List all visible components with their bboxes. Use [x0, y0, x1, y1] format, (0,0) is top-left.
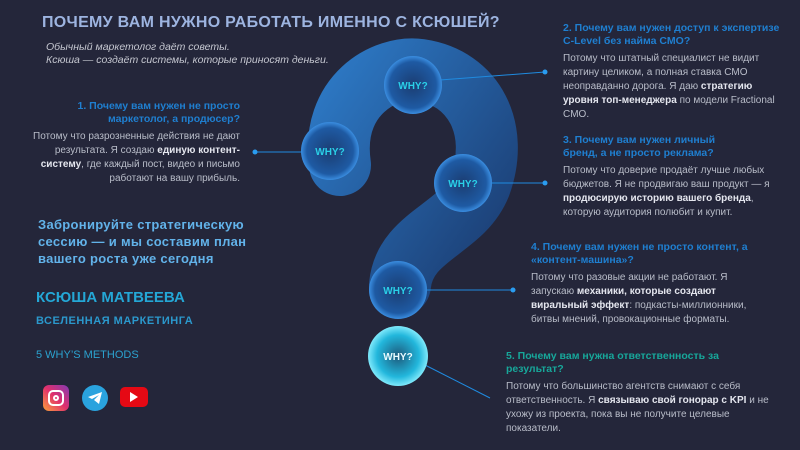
svg-text:WHY?: WHY? [398, 81, 427, 92]
page-title: ПОЧЕМУ ВАМ НУЖНО РАБОТАТЬ ИМЕННО С КСЮШЕ… [42, 14, 500, 31]
why-bubble-2[interactable]: WHY? [384, 56, 442, 114]
author-brand: ВСЕЛЕННАЯ МАРКЕТИНГА [36, 315, 194, 327]
reason-5: 5. Почему вам нужна ответственность за р… [506, 350, 781, 436]
svg-text:WHY?: WHY? [315, 147, 344, 158]
reason-question: 2. Почему вам нужен доступ к экспертизе … [563, 22, 780, 47]
subtitle: Обычный маркетолог даёт советы. Ксюша — с… [46, 41, 329, 67]
telegram-icon[interactable] [82, 385, 108, 411]
instagram-icon[interactable] [43, 385, 69, 411]
svg-text:WHY?: WHY? [448, 179, 477, 190]
why-bubble-4[interactable]: WHY? [369, 261, 427, 319]
reason-2: 2. Почему вам нужен доступ к экспертизе … [563, 22, 783, 122]
author-name: КСЮША МАТВЕЕВА [36, 289, 185, 306]
reason-question: 5. Почему вам нужна ответственность за р… [506, 350, 719, 375]
reason-3: 3. Почему вам нужен личный бренд, а не п… [563, 134, 775, 220]
methods-label: 5 WHY’S METHODS [36, 349, 139, 361]
reason-1: 1. Почему вам нужен не просто маркетолог… [28, 100, 240, 186]
why-bubble-3[interactable]: WHY? [434, 154, 492, 212]
svg-text:WHY?: WHY? [383, 352, 412, 363]
cta-text: Забронируйте стратегическую сессию — и м… [38, 217, 247, 266]
reason-answer: Потому что доверие продаёт лучше любых б… [563, 165, 770, 218]
reason-question: 4. Почему вам нужен не просто контент, а… [531, 241, 748, 266]
youtube-icon[interactable] [120, 387, 148, 407]
why-bubble-1[interactable]: WHY? [301, 122, 359, 180]
reason-answer: Потому что разовые акции не работают. Я … [531, 272, 747, 325]
svg-text:WHY?: WHY? [383, 286, 412, 297]
why-bubble-5[interactable]: WHY? [368, 326, 428, 386]
reason-answer: Потому что разрозненные действия не дают… [33, 131, 240, 184]
reason-question: 1. Почему вам нужен не просто маркетолог… [77, 100, 241, 125]
reason-question: 3. Почему вам нужен личный бренд, а не п… [563, 134, 716, 159]
subtitle-line: Ксюша — создаёт системы, которые принося… [46, 54, 329, 66]
subtitle-line: Обычный маркетолог даёт советы. [46, 41, 230, 53]
reason-answer: Потому что большинство агентств снимают … [506, 381, 769, 434]
reason-answer: Потому что штатный специалист не видит к… [563, 53, 775, 120]
reason-4: 4. Почему вам нужен не просто контент, а… [531, 241, 771, 327]
